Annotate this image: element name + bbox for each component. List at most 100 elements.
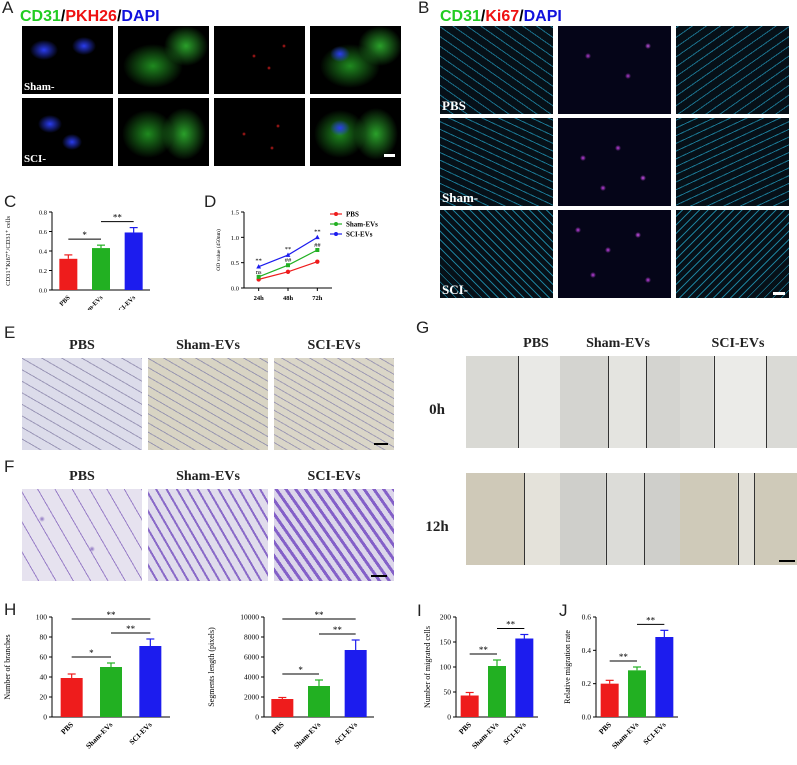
x-tick-label: Sham-EVs [470,720,501,751]
title-cd31: CD31 [440,8,481,25]
y-axis-label: Number of migrated cells [423,626,432,708]
column-label: PBS [69,338,95,353]
chart-i: 0 50 100 150 200 Number of migrated cells PBSS… [423,613,538,751]
significance-marker: ns [256,269,262,276]
y-tick-label: 100 [36,613,48,622]
tube-formation-image [274,358,394,450]
significance-marker: ## [314,242,321,249]
title-sep: / [519,8,524,25]
y-tick-label: 0.8 [39,210,47,217]
y-tick-label: 4000 [244,673,259,682]
column-label: SCI-EVs [307,469,361,484]
title-sep: / [116,8,122,25]
x-tick-label: Sham-EVs [292,720,323,751]
y-tick-label: 6000 [244,653,259,662]
y-tick-label: 0.0 [39,288,47,295]
significance-marker: ** [126,624,136,634]
data-point [256,264,262,269]
data-point [256,274,261,279]
wound-edge-line [738,473,739,565]
micrograph-cd31 [118,98,209,166]
wound-edge-line [524,473,525,565]
panel-label-d: D [204,192,217,211]
x-tick-label: PBS [457,720,473,736]
y-tick-label: 0.0 [231,286,239,293]
bar [59,258,78,290]
y-tick-label: 2000 [244,693,259,702]
data-point [314,234,320,240]
scale-bar [779,560,795,562]
panel-b-title: CD31/Ki67/DAPI [440,8,562,26]
panel-label-i: I [417,601,422,620]
y-tick-label: 0 [43,713,47,722]
y-tick-label: 0.2 [582,679,592,688]
panel-label-j: J [559,601,568,620]
bar [139,646,162,717]
chart-c: 0.0 0.2 0.4 0.6 0.8 CD31⁺Ki67⁺/CD31⁺ cells PBS… [5,210,150,310]
micrograph-pkh26 [214,98,305,166]
x-tick-label: PBS [270,720,286,736]
significance-marker: ** [506,620,516,630]
micrograph-merge [676,210,789,298]
micrograph-merge [676,26,789,114]
significance-marker: ** [314,228,321,235]
wound-edge-line [518,356,519,448]
panel-label-a: A [2,0,14,17]
bar [460,695,479,717]
micrograph-dapi [22,26,113,94]
scale-bar [371,575,387,577]
y-axis-label: Relative migration rate [563,630,572,704]
y-tick-label: 200 [440,613,452,622]
panel-label-g: G [416,318,430,337]
column-label: Sham-EVs [176,469,240,484]
panel-label-f: F [4,457,15,476]
legend-marker [334,222,338,226]
scale-bar [384,154,395,157]
column-label: SCI-EVs [307,338,361,353]
bar [60,678,83,717]
x-tick-label: PBS [58,294,72,308]
y-tick-label: 50 [444,688,452,697]
micrograph-pkh26 [214,26,305,94]
x-tick-label: Sham-EVs [610,720,641,751]
significance-marker: * [89,648,94,658]
y-tick-label: 150 [440,638,452,647]
y-tick-label: 100 [440,663,452,672]
transwell-image [22,489,142,581]
micrograph-ki67 [558,210,671,298]
x-tick-label: Sham-EVs [79,294,105,310]
significance-marker: ** [619,652,629,662]
x-tick-label: SCI-EVs [127,720,153,746]
y-tick-label: 8000 [244,633,259,642]
y-tick-label: 40 [40,673,48,682]
y-tick-label: 0.4 [582,646,592,655]
row-label: SCI-EVs [24,153,47,177]
significance-marker: ** [315,610,325,620]
chart-j: 0.0 0.2 0.4 0.6 Relative migration rate PBSSh… [563,613,678,751]
panel-label-h: H [4,600,17,619]
column-label: Sham-EVs [176,338,240,353]
panel-a-title: CD31/PKH26/DAPI [20,8,160,26]
column-label: SCI-EVs [711,336,765,351]
chart-h-segments: 0 2000 4000 6000 8000 10000 Segments length (p… [207,610,374,751]
significance-marker: * [298,665,303,675]
y-tick-label: 0.5 [231,260,239,267]
bar [628,670,646,717]
x-tick-label: 48h [283,295,294,302]
y-tick-label: 0 [447,713,451,722]
y-axis-label: Segments length (pixels) [207,627,216,707]
scale-bar [773,292,785,295]
x-tick-label: 72h [312,295,323,302]
legend-label: Sham-EVs [346,221,378,229]
significance-marker: ** [107,610,117,620]
significance-marker: ** [255,258,262,265]
column-label: PBS [523,336,549,351]
panel-label-c: C [4,192,17,211]
significance-marker: ** [646,615,656,625]
data-point [285,269,291,274]
legend-label: PBS [346,211,359,219]
y-tick-label: 0.2 [39,268,47,275]
legend-marker [334,232,338,236]
title-dapi: DAPI [121,8,160,25]
bar [271,699,294,717]
